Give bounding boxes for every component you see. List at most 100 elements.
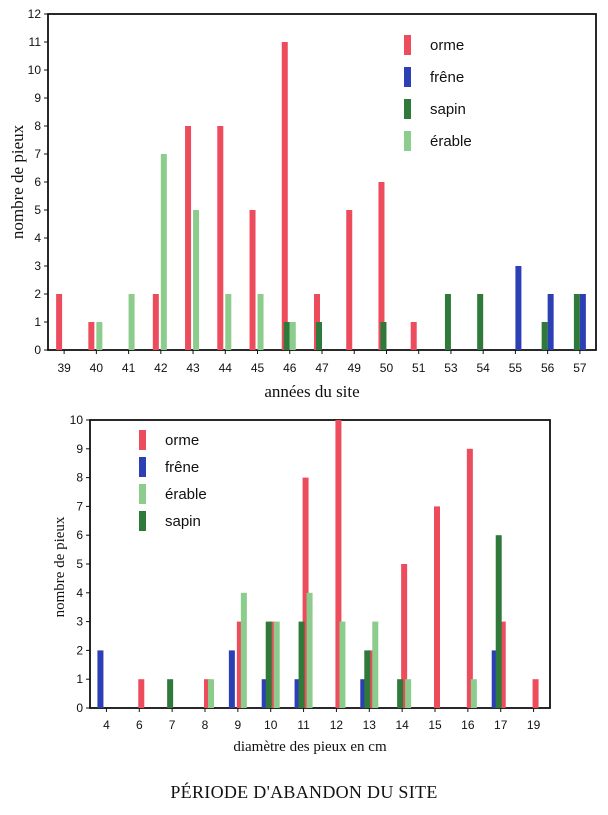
figure-caption: PÉRIODE D'ABANDON DU SITE	[170, 782, 438, 802]
x-tick-label: 44	[219, 361, 233, 375]
x-tick-label: 53	[444, 361, 458, 375]
bar-orme-11	[302, 477, 309, 708]
bar-érable-12	[339, 621, 346, 708]
y-tick-label: 6	[34, 175, 41, 189]
bar-sapin-10	[265, 621, 272, 708]
bar-érable-13	[372, 621, 379, 708]
x-tick-label: 9	[235, 718, 242, 732]
legend-label-orme: orme	[430, 37, 464, 54]
y-tick-label: 0	[34, 343, 41, 357]
bar-orme-10	[269, 621, 276, 708]
legend-swatch-frêne	[139, 457, 146, 477]
y-tick-label: 10	[70, 413, 84, 427]
y-axis-label: nombre de pieux	[8, 124, 27, 239]
y-tick-label: 3	[34, 259, 41, 273]
bar-frêne-55	[515, 266, 522, 350]
x-tick-label: 46	[283, 361, 297, 375]
x-tick-label: 19	[527, 718, 541, 732]
y-tick-label: 12	[28, 7, 42, 21]
x-tick-label: 10	[264, 718, 278, 732]
legend-label-frêne: frêne	[165, 459, 199, 476]
bar-érable-40	[96, 322, 103, 350]
x-tick-label: 11	[297, 718, 310, 732]
bar-frêne-10	[261, 679, 268, 708]
bar-orme-14	[401, 564, 408, 708]
legend-swatch-orme	[404, 35, 411, 55]
x-tick-label: 49	[348, 361, 362, 375]
y-tick-label: 4	[34, 231, 41, 245]
legend: orme frêne sapin érable	[404, 35, 472, 151]
x-tick-label: 12	[330, 718, 344, 732]
bar-orme-6	[138, 679, 145, 708]
legend-label-orme: orme	[165, 432, 199, 449]
bar-sapin-13	[364, 650, 371, 708]
bar-frêne-9	[228, 650, 235, 708]
y-tick-label: 11	[29, 35, 42, 49]
legend-swatch-érable	[139, 484, 146, 504]
y-axis-label: nombre de pieux	[52, 516, 68, 617]
bar-orme-8	[204, 679, 210, 708]
bar-orme-49	[346, 210, 353, 350]
bar-sapin-56	[541, 322, 548, 350]
bar-sapin-11	[298, 621, 305, 708]
bar-orme-15	[434, 506, 440, 708]
legend-label-frêne: frêne	[430, 69, 464, 86]
bar-sapin-47	[316, 322, 322, 350]
bar-érable-9	[240, 592, 247, 708]
bar-orme-13	[368, 650, 375, 708]
y-tick-label: 1	[34, 315, 41, 329]
bar-sapin-50	[380, 322, 387, 350]
x-tick-label: 40	[90, 361, 104, 375]
x-tick-label: 54	[476, 361, 490, 375]
y-tick-label: 6	[76, 528, 83, 542]
bar-sapin-17	[495, 535, 502, 708]
y-tick-label: 2	[34, 287, 41, 301]
bar-sapin-53	[444, 294, 451, 350]
x-tick-label: 43	[186, 361, 200, 375]
bar-sapin-7	[167, 679, 174, 708]
x-axis-label: diamètre des pieux en cm	[233, 739, 387, 755]
legend-swatch-sapin	[139, 511, 146, 531]
y-tick-label: 1	[76, 672, 83, 686]
y-tick-label: 5	[34, 203, 41, 217]
y-tick-label: 9	[76, 442, 83, 456]
bar-orme-44	[217, 126, 224, 350]
x-tick-label: 45	[251, 361, 265, 375]
bar-érable-44	[225, 294, 232, 350]
x-tick-label: 57	[573, 361, 587, 375]
y-tick-label: 8	[76, 471, 83, 485]
legend-swatch-érable	[404, 131, 411, 151]
bar-orme-43	[185, 126, 192, 350]
bar-orme-39	[56, 294, 63, 350]
legend-label-érable: érable	[430, 133, 472, 150]
y-tick-label: 2	[76, 643, 83, 657]
bar-frêne-4	[97, 650, 104, 708]
bar-frêne-17	[491, 650, 498, 708]
y-tick-label: 5	[76, 557, 83, 571]
legend-swatch-orme	[139, 430, 146, 450]
bar-orme-9	[236, 621, 243, 708]
bar-orme-40	[88, 322, 95, 350]
bar-érable-41	[128, 294, 135, 350]
bar-sapin-54	[477, 294, 484, 350]
y-tick-label: 7	[34, 147, 41, 161]
bar-érable-8	[208, 679, 214, 708]
bar-érable-10	[273, 621, 280, 708]
y-tick-label: 10	[28, 63, 42, 77]
x-tick-label: 47	[315, 361, 329, 375]
bar-orme-50	[378, 182, 385, 350]
x-tick-label: 50	[380, 361, 394, 375]
x-tick-label: 15	[428, 718, 442, 732]
legend-label-sapin: sapin	[165, 513, 201, 530]
x-tick-label: 4	[103, 718, 110, 732]
legend-swatch-frêne	[404, 67, 411, 87]
x-tick-label: 14	[395, 718, 409, 732]
plot-frame	[89, 419, 551, 709]
y-tick-label: 8	[34, 119, 41, 133]
bar-érable-46	[289, 322, 296, 350]
x-tick-label: 8	[202, 718, 209, 732]
bar-orme-51	[410, 322, 417, 350]
bar-sapin-46	[283, 322, 290, 350]
bar-orme-17	[499, 621, 506, 708]
